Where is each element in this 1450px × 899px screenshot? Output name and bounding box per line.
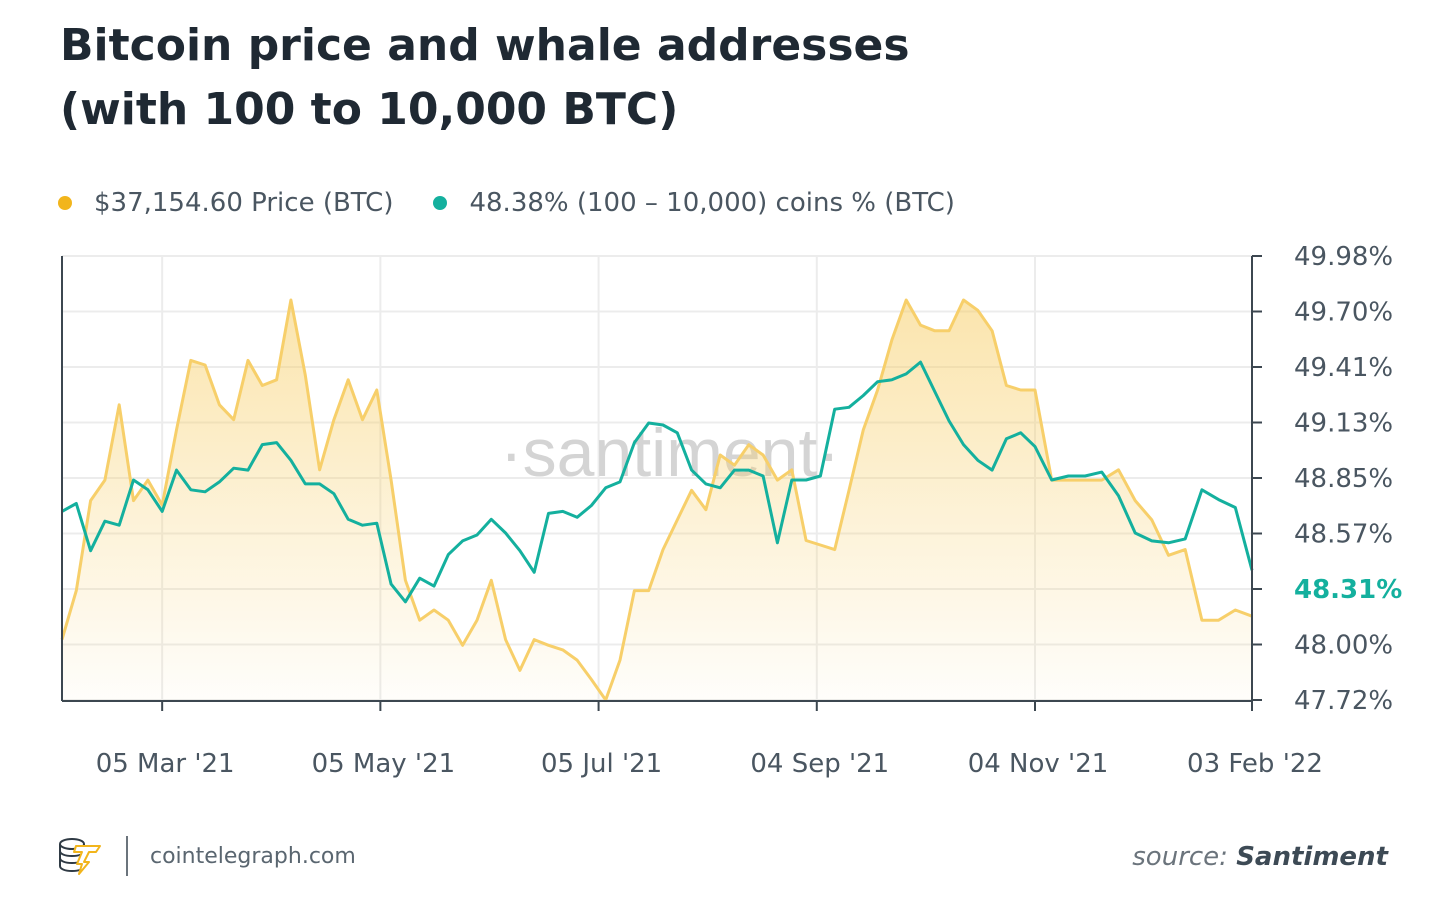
x-tick-label: 05 May '21: [312, 749, 456, 779]
price-line: [60, 298, 1253, 702]
y-tick-label: 49.98%: [1294, 242, 1393, 272]
footer-divider: [126, 836, 128, 876]
y-tick-label: 48.00%: [1294, 631, 1393, 661]
whale-line: [61, 360, 1254, 604]
title-line-1: Bitcoin price and whale addresses: [60, 20, 910, 71]
legend-whale-label: (100 – 10,000) coins % (BTC): [576, 188, 955, 218]
y-tick-label: 49.41%: [1294, 353, 1393, 383]
x-tick-label: 04 Nov '21: [968, 749, 1109, 779]
footer-brand: cointelegraph.com: [58, 836, 356, 876]
site-url[interactable]: cointelegraph.com: [150, 843, 356, 869]
whale-dot-icon: [433, 196, 448, 210]
source-name: Santiment: [1236, 842, 1388, 872]
x-tick-label: 04 Sep '21: [750, 749, 889, 779]
y-tick-label: 48.57%: [1294, 520, 1393, 550]
x-tick-label: 05 Jul '21: [541, 749, 662, 779]
legend-price-text: $37,154.60 Price (BTC): [94, 188, 393, 218]
legend-item-price[interactable]: $37,154.60 Price (BTC): [58, 188, 393, 218]
y-tick-label: 48.31%: [1294, 575, 1402, 605]
legend-whale-value: 48.38%: [469, 188, 569, 218]
y-tick-label: 49.13%: [1294, 409, 1393, 439]
title-line-2: (with 100 to 10,000 BTC): [60, 84, 679, 135]
price-dot-icon: [58, 196, 72, 210]
y-tick-label: 48.85%: [1294, 464, 1393, 494]
source-credit: source: Santiment: [1132, 842, 1388, 872]
legend-item-whale[interactable]: 48.38% (100 – 10,000) coins % (BTC): [433, 188, 955, 218]
axes: 49.98% 49.70% 49.41% 49.13% 48.85% 48.57% 48.3…: [61, 242, 1402, 779]
legend: $37,154.60 Price (BTC) 48.38% (100 – 10,…: [58, 188, 955, 218]
x-tick-label: 05 Mar '21: [96, 749, 235, 779]
y-tick-label: 47.72%: [1294, 686, 1393, 716]
legend-whale-text: 48.38% (100 – 10,000) coins % (BTC): [469, 188, 954, 218]
legend-price-label: Price (BTC): [251, 188, 394, 218]
series-layer: [60, 298, 1254, 702]
legend-price-value: $37,154.60: [94, 188, 243, 218]
cointelegraph-logo-icon: [59, 838, 101, 875]
y-tick-label: 49.70%: [1294, 298, 1393, 328]
x-tick-label: 03 Feb '22: [1187, 749, 1323, 779]
price-area: [62, 300, 1252, 700]
chart-title: Bitcoin price and whale addresses (with …: [60, 14, 910, 142]
source-label: source:: [1132, 842, 1228, 872]
